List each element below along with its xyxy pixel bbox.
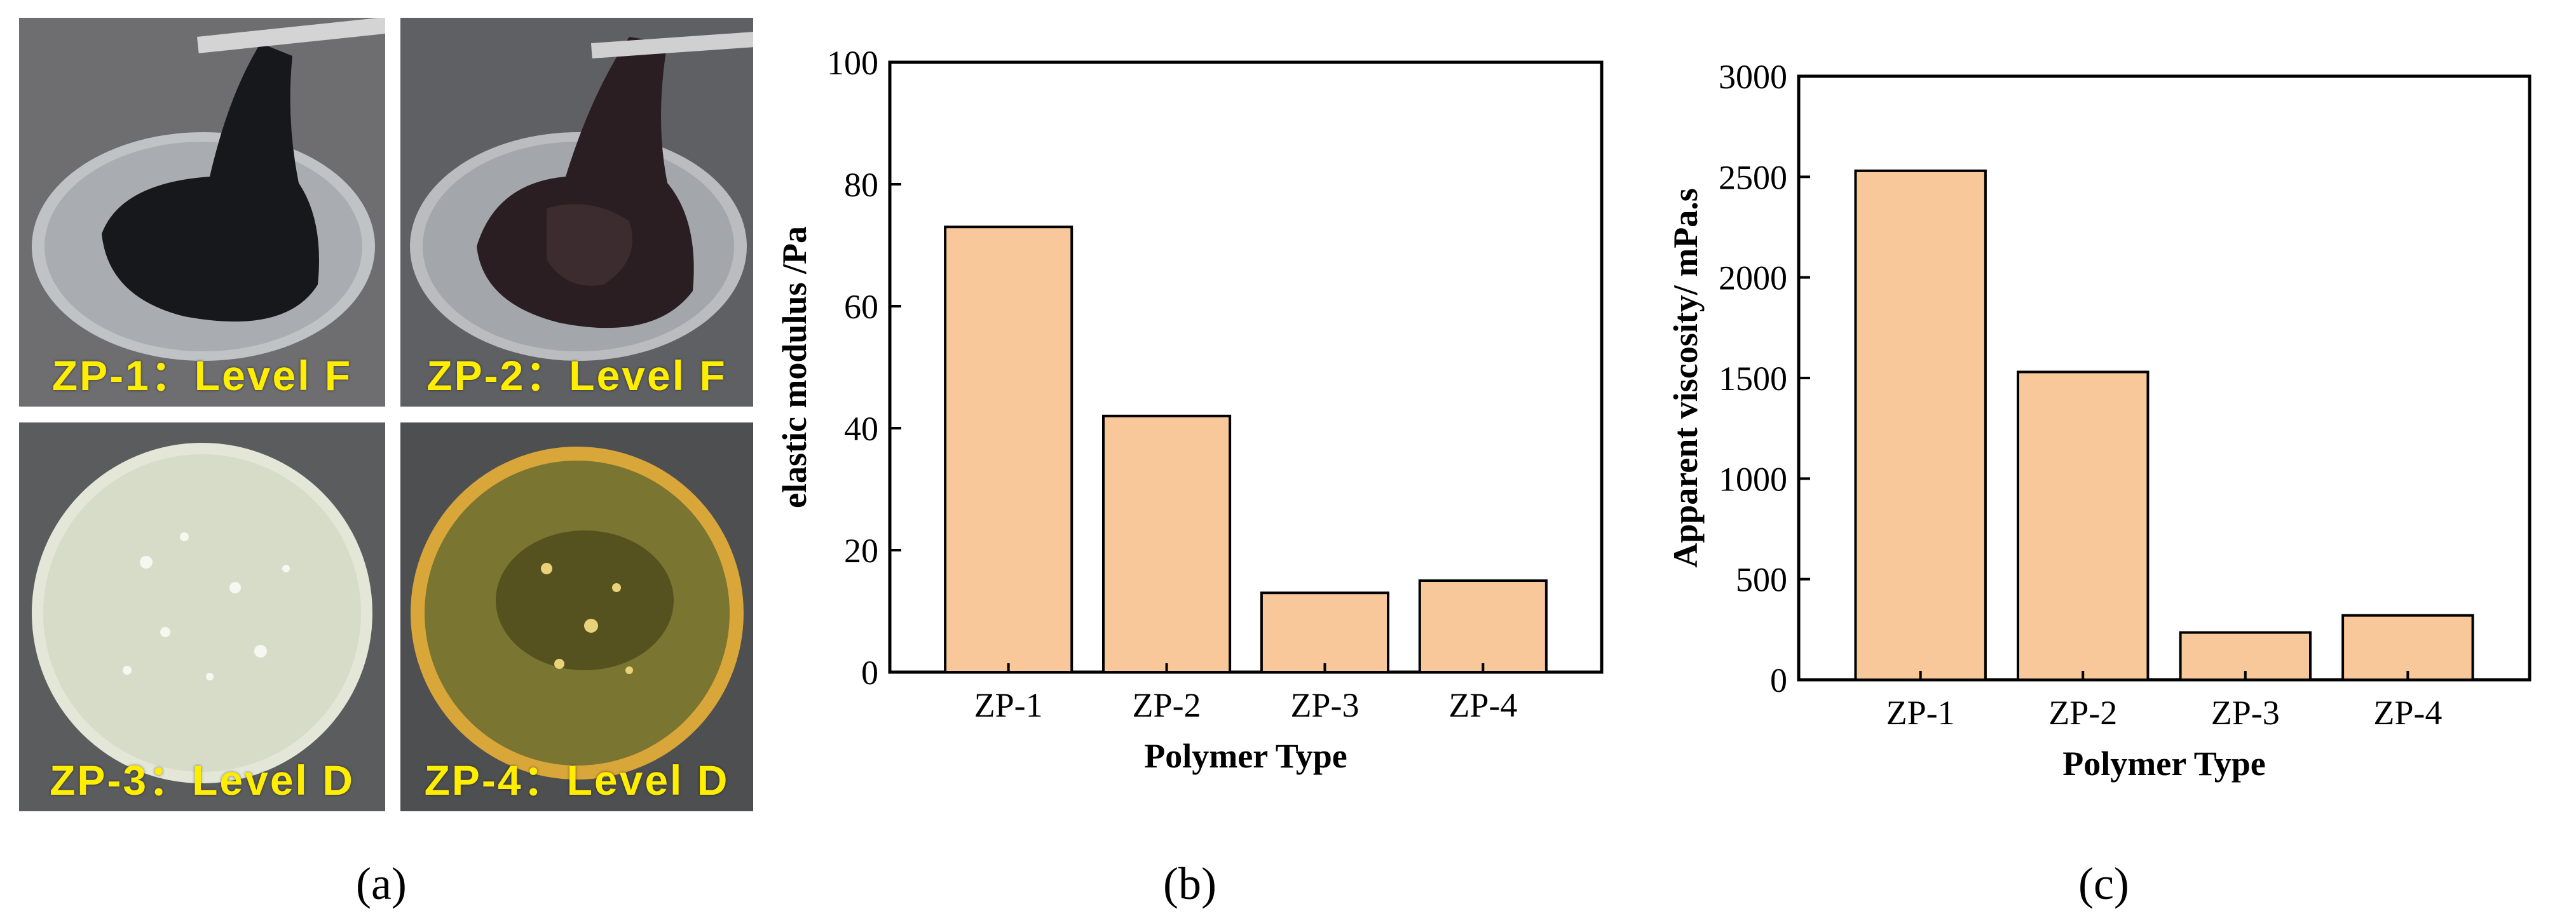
chart-c-xlabel: Polymer Type bbox=[2062, 745, 2265, 783]
chart-b-bar-zp-1 bbox=[944, 226, 1073, 673]
chart-b-bar-zp-3 bbox=[1260, 591, 1390, 674]
photo-zp3-label: ZP-3：Level D bbox=[50, 757, 355, 804]
chart-c-bar-zp-2 bbox=[2017, 370, 2150, 681]
chart-c-ytick-label: 2500 bbox=[1719, 158, 1787, 196]
chart-c-bar-zp-4 bbox=[2341, 614, 2474, 682]
photo-zp2-label: ZP-2：Level F bbox=[426, 352, 727, 399]
chart-b-xtick-label: ZP-1 bbox=[974, 686, 1043, 724]
chart-b-plot-frame bbox=[888, 60, 1604, 674]
chart-b-ytick-label: 100 bbox=[827, 44, 878, 82]
chart-c-ytick-label: 0 bbox=[1770, 661, 1787, 699]
chart-c-ytick-label: 2000 bbox=[1719, 259, 1787, 297]
chart-b-ytick-label: 80 bbox=[844, 166, 878, 204]
panel-c-caption: (c) bbox=[2078, 858, 2129, 909]
photo-zp4-label: ZP-4：Level D bbox=[424, 757, 730, 804]
panel-a-caption: (a) bbox=[356, 858, 407, 909]
chart-b-ytick-label: 40 bbox=[844, 410, 878, 448]
chart-c-bar-zp-1 bbox=[1854, 169, 1987, 682]
chart-apparent-viscosity-svg: 0 500 1000 1500 2000 2500 3000 ZP-1 ZP-2 ZP-3 ZP-4… bbox=[1666, 58, 2532, 783]
chart-b-xtick-label: ZP-2 bbox=[1133, 686, 1201, 724]
chart-b-ytick-label: 60 bbox=[844, 288, 878, 326]
photo-zp1-label: ZP-1：Level F bbox=[51, 352, 353, 399]
chart-c-xtick-label: ZP-1 bbox=[1886, 694, 1955, 732]
chart-c-xtick-label: ZP-4 bbox=[2373, 694, 2442, 732]
chart-b-xlabel: Polymer Type bbox=[1144, 737, 1347, 775]
chart-elastic-modulus: 0 20 40 60 80 100 ZP-1 ZP-2 ZP-3 ZP-4 Polymer Type… bbox=[750, 0, 1659, 826]
photo-zp4: ZP-4：Level D bbox=[400, 422, 753, 811]
photo-zp1: ZP-1：Level F bbox=[19, 18, 385, 407]
photo-zp2: ZP-2：Level F bbox=[400, 18, 753, 407]
chart-c-ylabel: Apparent viscosity/ mPa.s bbox=[1666, 188, 1705, 568]
panel-b-caption: (b) bbox=[1163, 858, 1216, 909]
chart-b-xtick-label: ZP-3 bbox=[1290, 686, 1359, 724]
chart-b-bar-zp-2 bbox=[1102, 414, 1232, 673]
photo-zp3-image bbox=[19, 422, 385, 811]
photo-zp2-image bbox=[400, 18, 753, 407]
chart-b-ylabel: elastic modulus /Pa bbox=[775, 226, 814, 508]
chart-c-ytick-label: 1500 bbox=[1719, 360, 1787, 398]
chart-c-xtick-label: ZP-2 bbox=[2048, 694, 2117, 732]
chart-c-xtick-label: ZP-3 bbox=[2211, 694, 2280, 732]
chart-b-xtick-label: ZP-4 bbox=[1448, 686, 1517, 724]
photo-zp3: ZP-3：Level D bbox=[19, 422, 385, 811]
chart-b-bar-zp-4 bbox=[1418, 579, 1548, 673]
chart-c-ytick-label: 500 bbox=[1736, 561, 1787, 599]
chart-apparent-viscosity: 0 500 1000 1500 2000 2500 3000 ZP-1 ZP-2 ZP-3 ZP-4… bbox=[1627, 0, 2576, 826]
chart-c-ytick-label: 1000 bbox=[1719, 460, 1787, 498]
chart-c-ytick-label: 3000 bbox=[1719, 58, 1787, 96]
chart-elastic-modulus-svg: 0 20 40 60 80 100 ZP-1 ZP-2 ZP-3 ZP-4 Polymer Type… bbox=[775, 44, 1604, 775]
photo-zp4-image bbox=[400, 422, 753, 811]
photo-zp1-image bbox=[19, 18, 385, 407]
chart-b-ytick-label: 0 bbox=[861, 654, 878, 692]
chart-b-ytick-label: 20 bbox=[844, 532, 878, 570]
